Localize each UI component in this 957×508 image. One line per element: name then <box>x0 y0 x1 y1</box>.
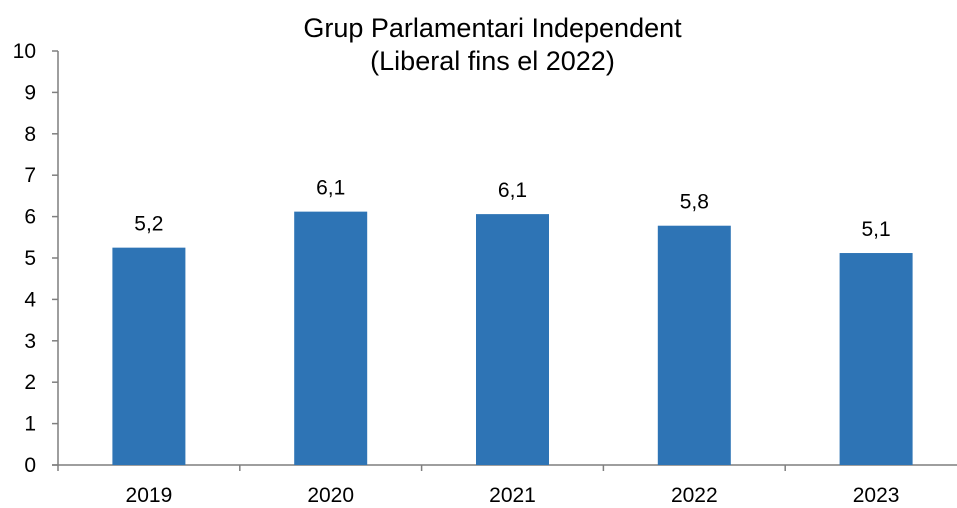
data-label: 6,1 <box>498 179 527 202</box>
bar <box>476 214 549 465</box>
y-tick-label: 1 <box>24 413 36 436</box>
y-tick-label: 9 <box>24 81 36 104</box>
bar <box>112 247 186 465</box>
data-label: 5,1 <box>861 218 890 241</box>
data-label: 6,1 <box>316 177 345 200</box>
x-tick-label: 2021 <box>489 484 536 507</box>
x-tick-label: 2023 <box>853 484 900 507</box>
bar <box>294 211 368 465</box>
data-label: 5,8 <box>680 191 709 214</box>
y-tick-label: 5 <box>24 247 36 270</box>
x-tick-label: 2020 <box>307 484 354 507</box>
y-tick-label: 3 <box>24 330 36 353</box>
bars <box>112 211 913 465</box>
x-tick-label: 2019 <box>126 484 173 507</box>
y-tick-label: 6 <box>24 206 36 229</box>
bar <box>657 225 731 465</box>
bar <box>839 253 913 465</box>
y-tick-label: 4 <box>24 288 36 311</box>
data-labels: 5,2 6,1 6,1 5,8 5,1 <box>134 177 890 241</box>
y-tick-label: 7 <box>24 164 36 187</box>
y-tick-label: 0 <box>24 454 36 477</box>
data-label: 5,2 <box>134 213 163 236</box>
x-tick-label: 2022 <box>671 484 718 507</box>
chart-title-line-2: (Liberal fins el 2022) <box>370 46 615 76</box>
y-tick-label: 2 <box>24 371 36 394</box>
x-axis: 2019 2020 2021 2022 2023 <box>52 464 957 507</box>
y-tick-label: 10 <box>13 40 36 63</box>
chart-title-line-1: Grup Parlamentari Independent <box>303 13 682 43</box>
y-tick-label: 8 <box>24 123 36 146</box>
y-axis: 0 1 2 3 4 5 6 7 8 9 10 <box>13 40 59 477</box>
chart-title: Grup Parlamentari Independent (Liberal f… <box>0 12 957 78</box>
